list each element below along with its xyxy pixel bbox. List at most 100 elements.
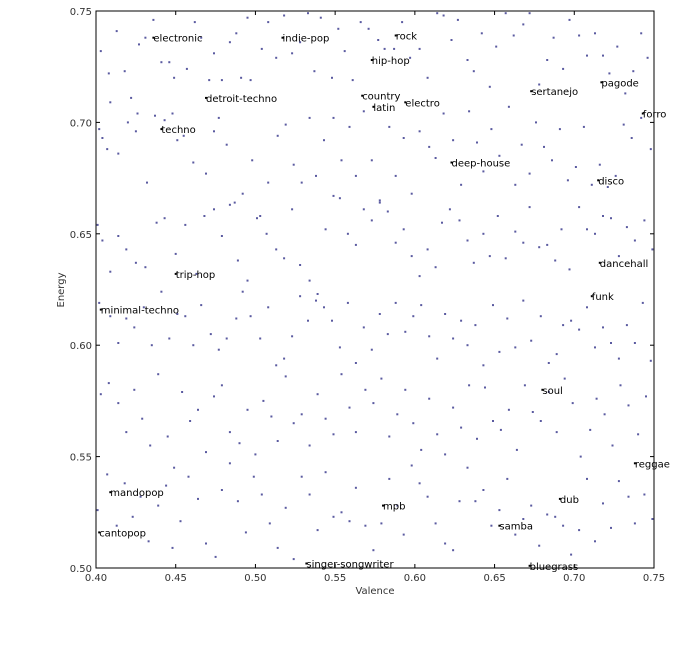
data-point — [233, 201, 236, 204]
data-point — [538, 83, 541, 86]
data-point — [460, 319, 463, 322]
y-tick-label: 0.70 — [70, 118, 92, 129]
data-point — [641, 301, 644, 304]
data-point — [649, 148, 652, 151]
data-point — [602, 326, 604, 329]
data-point — [157, 373, 160, 376]
data-point — [337, 27, 340, 30]
data-point — [452, 406, 455, 409]
data-point — [617, 255, 620, 258]
data-point — [380, 522, 383, 525]
data-point — [117, 152, 120, 155]
genre-label: latin — [373, 103, 395, 114]
data-point — [220, 235, 223, 237]
data-point — [460, 183, 463, 186]
data-point — [627, 495, 630, 498]
data-point — [315, 299, 317, 302]
data-point — [299, 41, 302, 44]
data-point — [444, 542, 447, 545]
data-point — [404, 330, 407, 333]
data-point — [213, 395, 215, 398]
data-point — [354, 243, 357, 246]
data-point — [434, 157, 437, 159]
data-point — [362, 326, 365, 329]
data-point — [160, 61, 163, 64]
data-point — [458, 219, 461, 222]
data-point — [220, 384, 223, 387]
data-point — [195, 272, 198, 275]
data-point — [563, 377, 566, 380]
data-point — [594, 540, 596, 543]
data-point — [418, 275, 421, 278]
data-point — [246, 16, 249, 19]
y-tick-label: 0.50 — [70, 564, 92, 575]
data-point — [428, 145, 431, 148]
data-point — [213, 208, 215, 211]
data-point — [515, 448, 518, 451]
y-tick-label: 0.65 — [70, 230, 92, 241]
data-point — [275, 248, 278, 251]
data-point — [388, 125, 391, 128]
genre-point — [382, 504, 384, 507]
data-point — [256, 217, 258, 220]
data-point — [316, 393, 319, 396]
data-point — [192, 344, 195, 347]
data-point — [530, 504, 533, 507]
data-point — [197, 497, 199, 500]
data-point — [251, 159, 254, 162]
data-point — [610, 217, 612, 220]
data-point — [265, 232, 268, 235]
data-point — [147, 540, 150, 543]
data-point — [150, 344, 153, 347]
data-point — [270, 415, 273, 418]
data-point — [380, 377, 383, 380]
genre-label: forro — [643, 110, 667, 121]
data-point — [176, 139, 179, 142]
data-point — [472, 70, 475, 73]
data-point — [410, 255, 413, 258]
data-point — [205, 451, 207, 454]
data-point — [144, 266, 147, 269]
data-point — [284, 506, 287, 509]
data-point — [512, 34, 515, 37]
data-point — [165, 484, 168, 487]
data-point — [254, 453, 257, 456]
data-point — [179, 520, 182, 523]
genre-label: disco — [598, 176, 624, 187]
genre-point — [372, 105, 375, 108]
data-point — [292, 163, 295, 166]
data-point — [554, 259, 557, 262]
genre-label: electronic — [153, 34, 202, 45]
data-point — [123, 70, 126, 73]
data-point — [578, 206, 581, 209]
genre-point — [558, 497, 561, 500]
data-point — [323, 306, 325, 309]
data-point — [412, 315, 415, 318]
data-point — [98, 128, 101, 131]
data-point — [209, 333, 212, 336]
data-point — [189, 420, 192, 422]
data-point — [412, 422, 415, 425]
data-point — [117, 342, 120, 344]
data-point — [386, 333, 389, 336]
data-point — [144, 36, 147, 39]
genre-label: deep-house — [452, 159, 511, 170]
genre-label: hip-hop — [372, 56, 410, 67]
data-point — [582, 125, 585, 128]
data-point — [546, 59, 549, 61]
data-point — [528, 12, 531, 15]
data-point — [346, 232, 349, 235]
data-point — [522, 518, 525, 520]
data-point — [450, 39, 453, 41]
data-point — [133, 388, 136, 391]
data-point — [574, 166, 577, 168]
data-point — [220, 79, 223, 82]
data-point — [268, 522, 271, 525]
data-point — [630, 137, 633, 139]
data-point — [163, 217, 166, 220]
genre-label: electro — [405, 98, 440, 109]
data-point — [402, 228, 405, 231]
data-point — [174, 252, 177, 255]
data-point — [442, 14, 445, 17]
data-point — [370, 159, 373, 162]
